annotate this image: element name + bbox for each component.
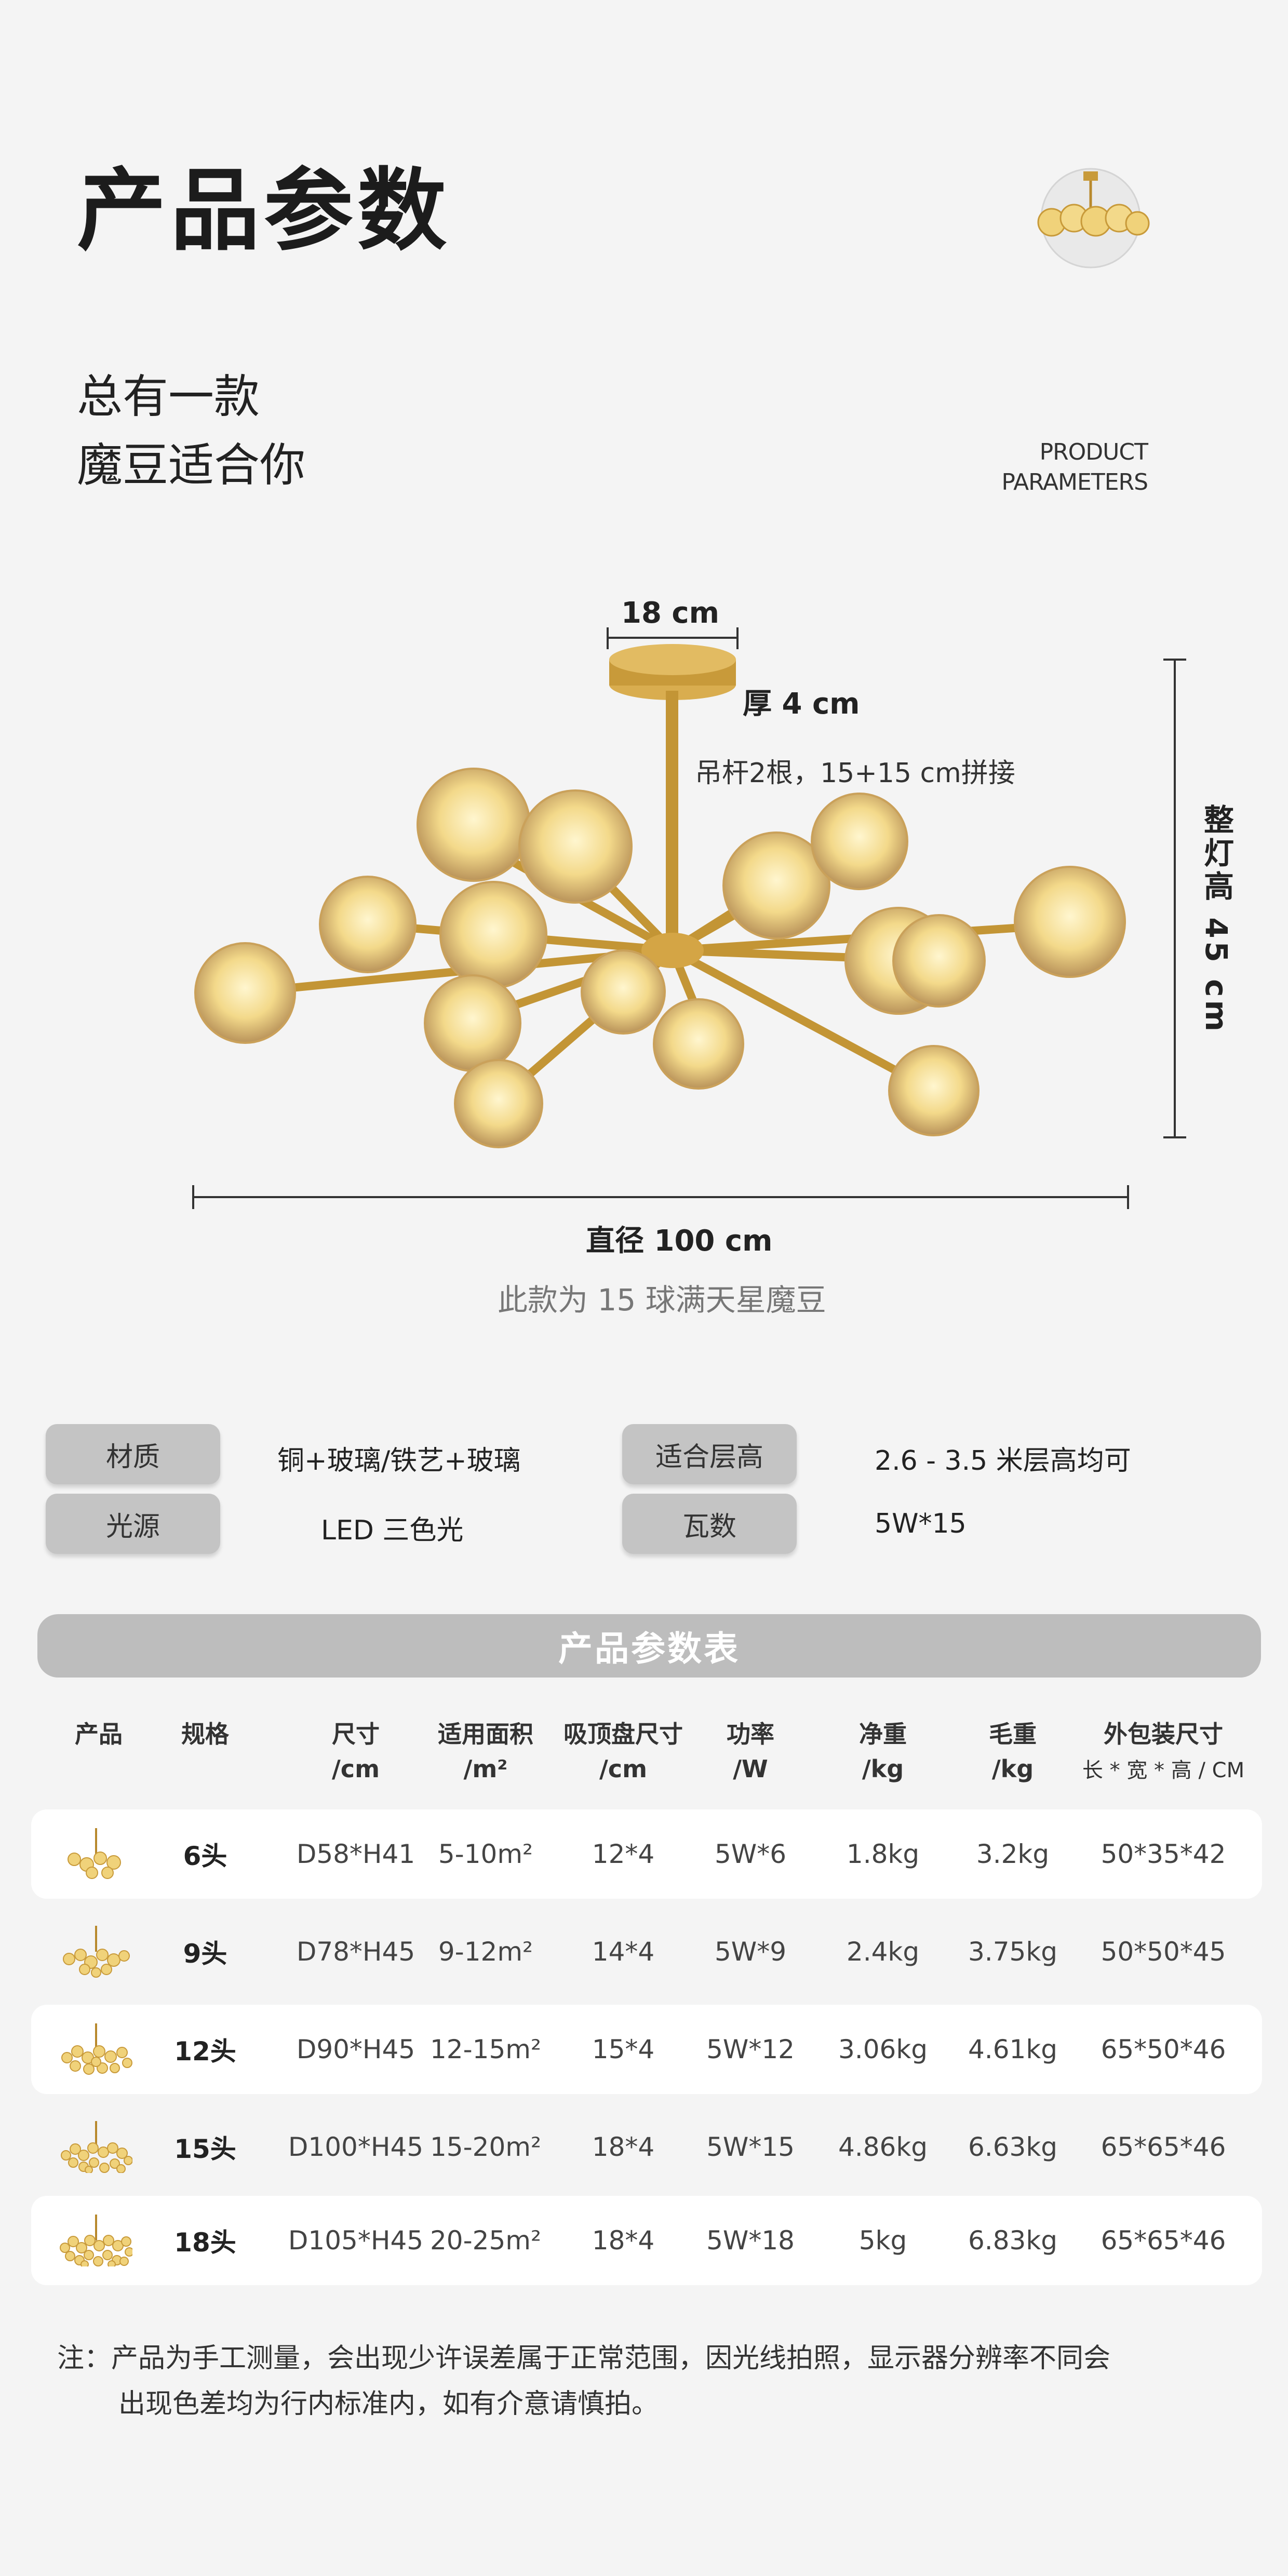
spec-value-light-source: LED 三色光	[321, 1515, 464, 1546]
cell-net-weight: 4.86kg	[838, 2132, 928, 2162]
cell-canopy: 12*4	[592, 1839, 655, 1869]
diameter-label: 直径 100 cm	[586, 1224, 773, 1258]
lamp-18-head-icon	[60, 2215, 132, 2266]
subtitle-line-1: 总有一款	[77, 370, 260, 423]
lamp-9-head-icon	[63, 1926, 130, 1978]
footnote-line-2: 出现色差均为行内标准内，如有介意请慎拍。	[118, 2389, 659, 2420]
cell-package-size: 65*50*46	[1101, 2034, 1226, 2064]
en-label-line-2: PARAMETERS	[1001, 469, 1148, 495]
cell-size: D90*H45	[296, 2034, 415, 2064]
header-canopy: 吸顶盘尺寸/cm	[564, 1720, 683, 1783]
cell-spec: 15头	[174, 2134, 236, 2164]
cell-spec: 9头	[183, 1939, 227, 1969]
cell-package-size: 65*65*46	[1101, 2225, 1226, 2256]
cell-spec: 6头	[183, 1841, 227, 1871]
rod-note-label: 吊杆2根，15+15 cm拼接	[695, 758, 1015, 789]
table-row: 9头 D78*H45 9-12m² 14*4 5W*9 2.4kg 3.75kg…	[31, 1907, 1262, 1996]
cell-package-size: 50*35*42	[1101, 1839, 1226, 1869]
table-banner: 产品参数表	[37, 1614, 1261, 1678]
cell-gross-weight: 3.75kg	[968, 1937, 1058, 1967]
footnote-line-1: 注：产品为手工测量，会出现少许误差属于正常范围，因光线拍照，显示器分辨率不同会	[57, 2343, 1111, 2374]
cell-gross-weight: 3.2kg	[976, 1839, 1050, 1869]
cell-canopy: 15*4	[592, 2034, 655, 2064]
cell-package-size: 50*50*45	[1101, 1937, 1226, 1967]
lamp-6-head-icon	[68, 1828, 121, 1879]
cell-area: 12-15m²	[430, 2034, 542, 2064]
spec-value-wattage: 5W*15	[875, 1508, 967, 1539]
cell-power: 5W*6	[714, 1839, 787, 1869]
cell-gross-weight: 4.61kg	[968, 2034, 1058, 2064]
cell-gross-weight: 6.83kg	[968, 2225, 1058, 2256]
cell-size: D100*H45	[288, 2132, 424, 2162]
model-note: 此款为 15 球满天星魔豆	[498, 1282, 826, 1318]
table-row: 6头 D58*H41 5-10m² 12*4 5W*6 1.8kg 3.2kg …	[31, 1809, 1262, 1899]
cell-canopy: 14*4	[592, 1937, 655, 1967]
en-label-line-1: PRODUCT	[1039, 439, 1148, 465]
canopy-thickness-label: 厚 4 cm	[743, 687, 860, 721]
lamp-diagram	[192, 627, 1186, 1209]
cell-net-weight: 1.8kg	[846, 1839, 920, 1869]
header-gross-weight: 毛重/kg	[989, 1720, 1037, 1783]
lamp-15-head-icon	[61, 2121, 132, 2173]
header-spec: 规格	[181, 1720, 229, 1748]
cell-size: D78*H45	[296, 1937, 415, 1967]
header-power: 功率/W	[727, 1720, 774, 1783]
canopy-width-label: 18 cm	[621, 596, 719, 630]
cell-area: 15-20m²	[430, 2132, 542, 2162]
cell-power: 5W*15	[706, 2132, 795, 2162]
subtitle-line-2: 魔豆适合你	[77, 438, 306, 492]
spec-value-material: 铜+玻璃/铁艺+玻璃	[277, 1445, 521, 1477]
header-area: 适用面积/m²	[438, 1720, 533, 1783]
table-row: 12头 D90*H45 12-15m² 15*4 5W*12 3.06kg 4.…	[31, 2005, 1262, 2094]
spec-value-floor-height: 2.6 - 3.5 米层高均可	[875, 1445, 1131, 1477]
header-product: 产品	[75, 1720, 123, 1748]
page-title: 产品参数	[77, 158, 451, 263]
header-size: 尺寸/cm	[332, 1720, 380, 1783]
spec-chip-material: 材质	[46, 1424, 220, 1484]
total-height-label: 整灯高 45 cm	[1199, 804, 1234, 1035]
spec-chip-wattage: 瓦数	[622, 1494, 797, 1554]
header-net-weight: 净重/kg	[859, 1720, 907, 1783]
lamp-thumbnail-icon	[1037, 168, 1150, 269]
header-package-size: 外包装尺寸长 * 宽 * 高 / CM	[1082, 1720, 1245, 1782]
cell-size: D105*H45	[288, 2225, 424, 2256]
cell-spec: 12头	[174, 2036, 236, 2067]
cell-net-weight: 2.4kg	[846, 1937, 920, 1967]
table-row: 18头 D105*H45 20-25m² 18*4 5W*18 5kg 6.83…	[31, 2196, 1262, 2285]
cell-net-weight: 3.06kg	[838, 2034, 928, 2064]
cell-area: 20-25m²	[430, 2225, 542, 2256]
cell-area: 9-12m²	[438, 1937, 533, 1967]
cell-power: 5W*18	[706, 2225, 795, 2256]
table-row: 15头 D100*H45 15-20m² 18*4 5W*15 4.86kg 6…	[31, 2102, 1262, 2192]
cell-canopy: 18*4	[592, 2132, 655, 2162]
cell-area: 5-10m²	[438, 1839, 533, 1869]
cell-spec: 18头	[174, 2228, 236, 2258]
cell-package-size: 65*65*46	[1101, 2132, 1226, 2162]
cell-canopy: 18*4	[592, 2225, 655, 2256]
cell-power: 5W*9	[714, 1937, 787, 1967]
cell-power: 5W*12	[706, 2034, 795, 2064]
spec-chip-light-source: 光源	[46, 1494, 220, 1554]
spec-chip-floor-height: 适合层高	[622, 1424, 797, 1484]
lamp-12-head-icon	[61, 2023, 132, 2075]
cell-size: D58*H41	[296, 1839, 415, 1869]
cell-net-weight: 5kg	[858, 2225, 907, 2256]
cell-gross-weight: 6.63kg	[968, 2132, 1058, 2162]
